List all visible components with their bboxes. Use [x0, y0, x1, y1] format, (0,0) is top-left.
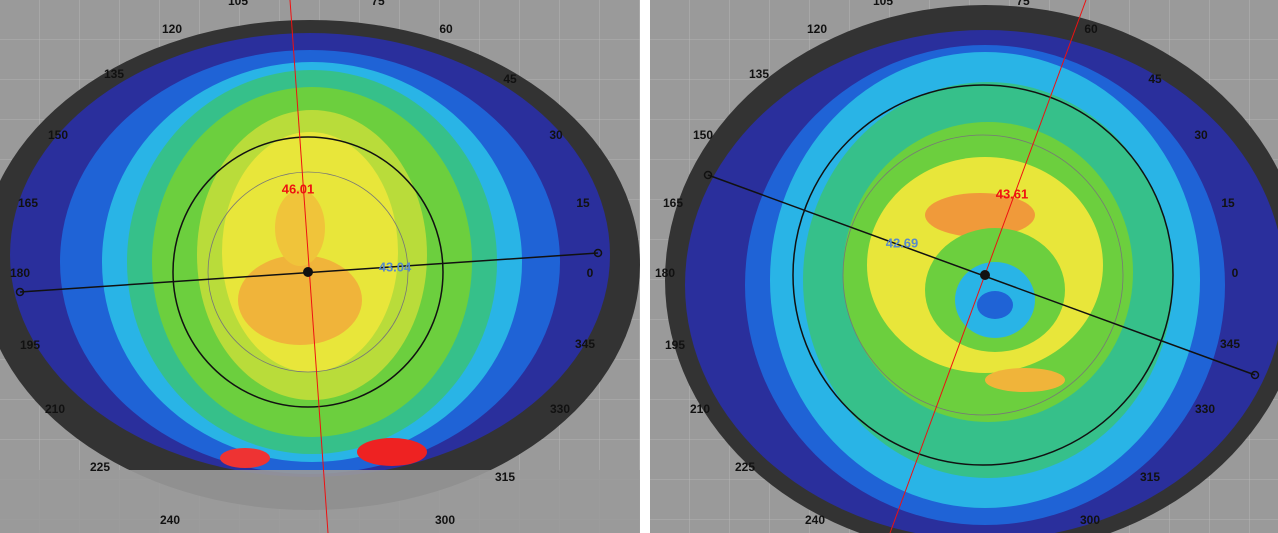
angle-label: 300 — [1080, 513, 1100, 527]
steep-k: 43.61 — [996, 186, 1029, 201]
angle-label: 105 — [873, 0, 893, 8]
angle-label: 60 — [439, 22, 453, 36]
angle-label: 165 — [18, 196, 38, 210]
angle-label: 15 — [576, 196, 590, 210]
angle-label: 315 — [495, 470, 515, 484]
angle-label: 300 — [435, 513, 455, 527]
angle-label: 75 — [1016, 0, 1030, 8]
angle-label: 330 — [1195, 402, 1215, 416]
angle-label: 105 — [228, 0, 248, 8]
angle-label: 75 — [371, 0, 385, 8]
angle-label: 345 — [575, 337, 595, 351]
angle-label: 195 — [665, 338, 685, 352]
left-map: 46.01 43.04 105 75 120 60 135 45 150 30 165 15 180… — [0, 0, 640, 533]
angle-label: 150 — [693, 128, 713, 142]
angle-label: 240 — [160, 513, 180, 527]
angle-label: 165 — [663, 196, 683, 210]
angle-label: 60 — [1084, 22, 1098, 36]
angle-label: 30 — [1194, 128, 1208, 142]
angle-label: 45 — [503, 72, 517, 86]
steep-k: 46.01 — [282, 181, 315, 196]
angle-label: 225 — [735, 460, 755, 474]
angle-label: 0 — [1232, 266, 1239, 280]
angle-label: 30 — [549, 128, 563, 142]
angle-label: 240 — [805, 513, 825, 527]
angle-label: 135 — [749, 67, 769, 81]
flat-k: 42.69 — [886, 235, 919, 250]
right-map: 43.61 42.69 105 75 120 60 135 45 150 30 165 15 180… — [650, 0, 1278, 533]
angle-label: 210 — [45, 402, 65, 416]
flat-k: 43.04 — [379, 259, 412, 274]
angle-label: 315 — [1140, 470, 1160, 484]
angle-label: 330 — [550, 402, 570, 416]
angle-label: 225 — [90, 460, 110, 474]
angle-label: 120 — [162, 22, 182, 36]
angle-label: 120 — [807, 22, 827, 36]
angle-label: 210 — [690, 402, 710, 416]
angle-label: 195 — [20, 338, 40, 352]
angle-label: 150 — [48, 128, 68, 142]
angle-label: 0 — [587, 266, 594, 280]
angle-label: 345 — [1220, 337, 1240, 351]
angle-label: 180 — [10, 266, 30, 280]
angle-label: 180 — [655, 266, 675, 280]
angle-label: 45 — [1148, 72, 1162, 86]
angle-label: 15 — [1221, 196, 1235, 210]
angle-label: 135 — [104, 67, 124, 81]
